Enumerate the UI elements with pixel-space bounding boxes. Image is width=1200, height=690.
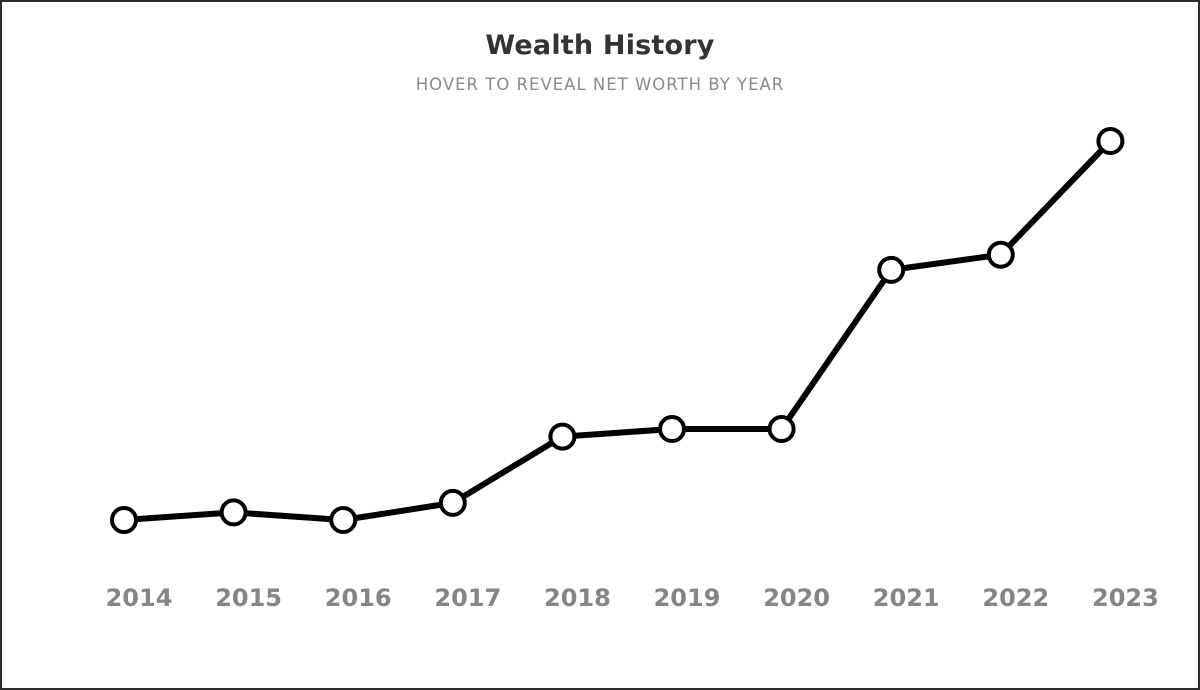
x-tick-label-2018: 2018 bbox=[544, 584, 611, 612]
data-point-layer bbox=[110, 127, 1125, 534]
x-tick-label-2017: 2017 bbox=[434, 584, 501, 612]
x-tick-label-2019: 2019 bbox=[654, 584, 721, 612]
x-tick-label-2016: 2016 bbox=[325, 584, 392, 612]
x-tick-label-layer: 2014 2015 2016 2017 2018 2019 2020 2021 2022 2023 bbox=[106, 584, 1159, 612]
data-point-2015[interactable] bbox=[219, 498, 248, 527]
x-tick-label-2014: 2014 bbox=[106, 584, 173, 612]
data-point-2019[interactable] bbox=[658, 415, 686, 443]
x-tick-label-2020: 2020 bbox=[763, 584, 830, 612]
x-tick-label-2021: 2021 bbox=[873, 584, 940, 612]
data-point-2023[interactable] bbox=[1096, 127, 1125, 155]
data-point-2021[interactable] bbox=[877, 255, 906, 284]
x-tick-label-2015: 2015 bbox=[215, 584, 282, 612]
data-point-2020[interactable] bbox=[767, 415, 796, 443]
data-point-2014[interactable] bbox=[110, 506, 138, 534]
data-point-2017[interactable] bbox=[438, 488, 467, 517]
series-line-layer bbox=[121, 138, 1114, 523]
chart-subtitle: HOVER TO REVEAL NET WORTH BY YEAR bbox=[415, 75, 785, 94]
x-tick-label-2022: 2022 bbox=[982, 584, 1049, 612]
series-line bbox=[121, 138, 1114, 523]
data-point-2016[interactable] bbox=[329, 506, 358, 534]
data-point-2018[interactable] bbox=[548, 422, 577, 451]
data-point-2022[interactable] bbox=[986, 240, 1015, 269]
chart-title: Wealth History bbox=[485, 30, 715, 61]
x-tick-label-2023: 2023 bbox=[1092, 584, 1159, 612]
